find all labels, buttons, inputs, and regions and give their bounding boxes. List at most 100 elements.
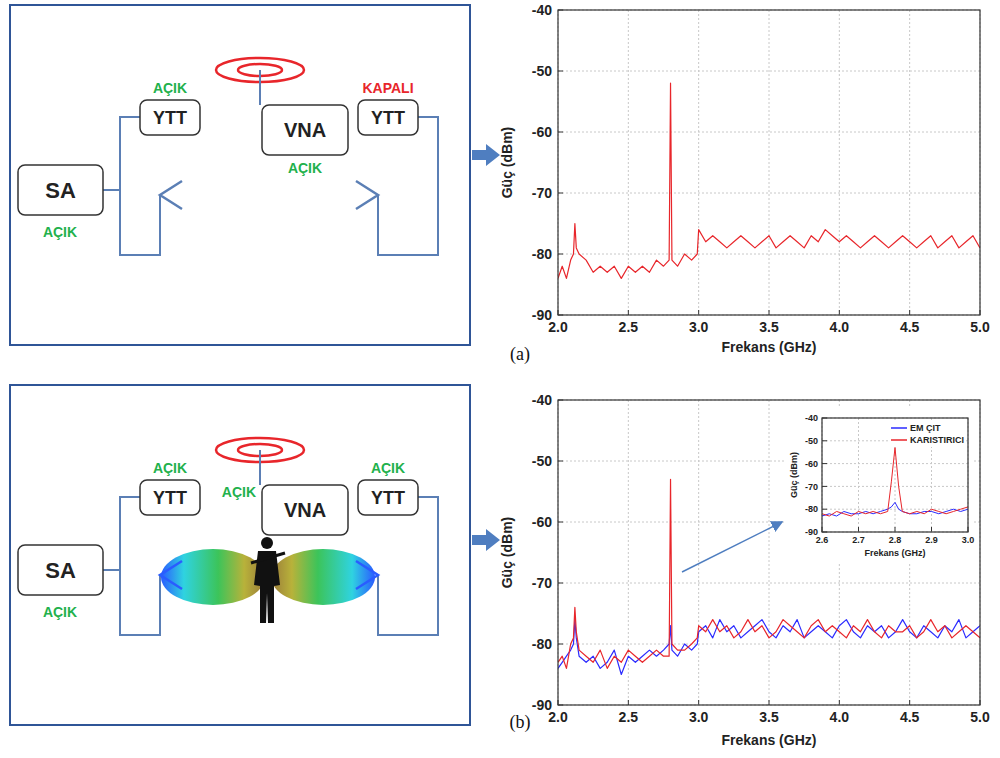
series-group [822, 448, 968, 516]
panel-label: (a) [510, 344, 530, 365]
tick-label: 2.5 [619, 709, 639, 725]
zoom-arrow [682, 522, 782, 572]
grid-line [558, 71, 980, 72]
horn-antenna [356, 181, 378, 209]
device-label: VNA [284, 499, 326, 521]
device-label: VNA [284, 119, 326, 141]
tick-label: -50 [532, 63, 552, 79]
tick-mark [558, 254, 563, 255]
wire [120, 497, 160, 635]
horn-antenna [160, 561, 182, 589]
wire [103, 569, 120, 571]
tick-label: 3.5 [759, 709, 779, 725]
tick-mark [558, 522, 563, 523]
chart: 2.62.72.82.93.0-40-50-60-70-80-90Frekans… [786, 408, 974, 562]
tick-mark [839, 310, 840, 315]
device-box [18, 545, 103, 595]
tick-mark [558, 583, 563, 584]
series-line [822, 448, 968, 516]
plot-area [822, 418, 968, 532]
plot-area [558, 10, 980, 315]
axis-title: Güç (dBm) [499, 517, 515, 589]
tick-label: -90 [532, 697, 552, 713]
device-state: AÇIK [288, 160, 322, 176]
grid-line [858, 418, 859, 532]
grid-line [839, 10, 840, 315]
tick-mark [822, 440, 827, 441]
tick-mark [822, 509, 827, 510]
device-box [18, 165, 103, 215]
tick-mark [558, 644, 563, 645]
plot-frame [822, 418, 968, 532]
tick-mark [769, 700, 770, 705]
device-box [140, 480, 200, 515]
axis-title: Güç (dBm) [499, 127, 515, 199]
grid-line [822, 509, 968, 510]
device-box [262, 485, 348, 535]
diagram: SAAÇIKYTTAÇIKVNAAÇIKYTTKAPALI [10, 5, 470, 345]
grid-line [822, 486, 968, 487]
tick-label: -70 [805, 482, 818, 492]
tick-label: 3.0 [689, 319, 709, 335]
tick-mark [558, 132, 563, 133]
inset-background [786, 408, 972, 562]
tick-label: -70 [532, 185, 552, 201]
tick-label: -90 [532, 307, 552, 323]
tick-label: -40 [805, 413, 818, 423]
device-box [358, 480, 418, 515]
tick-label: 3.0 [962, 535, 975, 545]
device-state: AÇIK [371, 460, 405, 476]
grid-line [698, 10, 699, 315]
wire [120, 117, 160, 255]
diagram-frame [10, 385, 470, 725]
grid-line [909, 10, 910, 315]
tick-mark [839, 700, 840, 705]
legend-background [889, 421, 966, 447]
plot-frame [558, 400, 980, 705]
grid-line [628, 10, 629, 315]
grid-line [558, 254, 980, 255]
grid-line [558, 193, 980, 194]
legend-swatch [891, 427, 907, 429]
grid-line [769, 10, 770, 315]
tick-mark [858, 527, 859, 532]
device-box [262, 105, 348, 155]
tick-label: 3.5 [759, 319, 779, 335]
device-state: AÇIK [43, 224, 77, 240]
person-rifle [251, 553, 285, 563]
tick-label: -60 [532, 514, 552, 530]
tick-mark [909, 310, 910, 315]
person-head [261, 537, 273, 549]
series-group [558, 83, 980, 278]
device-state: KAPALI [362, 80, 413, 96]
tick-mark [822, 463, 827, 464]
tick-label: -40 [532, 392, 552, 408]
tick-mark [822, 486, 827, 487]
antenna-mast [259, 450, 261, 485]
tick-mark [931, 527, 932, 532]
legend: EM ÇITKARISTIRICI [889, 421, 966, 447]
plot-frame [558, 10, 980, 315]
grid-line [628, 400, 629, 705]
grid-line [698, 400, 699, 705]
axis-title: Frekans (GHz) [722, 732, 817, 748]
tick-label: 3.0 [689, 709, 709, 725]
device-label: YTT [371, 108, 405, 128]
axis-title: Frekans (GHz) [722, 339, 817, 355]
tick-mark [558, 461, 563, 462]
diagram-frame [10, 5, 470, 345]
tick-label: -60 [805, 459, 818, 469]
device-label: YTT [371, 488, 405, 508]
device-label: SA [45, 178, 76, 203]
figure: SAAÇIKYTTAÇIKVNAAÇIKYTTKAPALISAAÇIKYTTAÇ… [0, 0, 1000, 758]
tick-mark [769, 310, 770, 315]
grid-line [769, 400, 770, 705]
chart: 2.02.53.03.54.04.55.0-40-50-60-70-80-90F… [499, 392, 990, 748]
tick-label: -70 [532, 575, 552, 591]
tick-mark [909, 700, 910, 705]
grid-line [558, 644, 980, 645]
radiation-lobe [161, 549, 265, 605]
tick-label: 2.7 [852, 535, 865, 545]
tick-mark [698, 310, 699, 315]
wire [103, 189, 120, 191]
